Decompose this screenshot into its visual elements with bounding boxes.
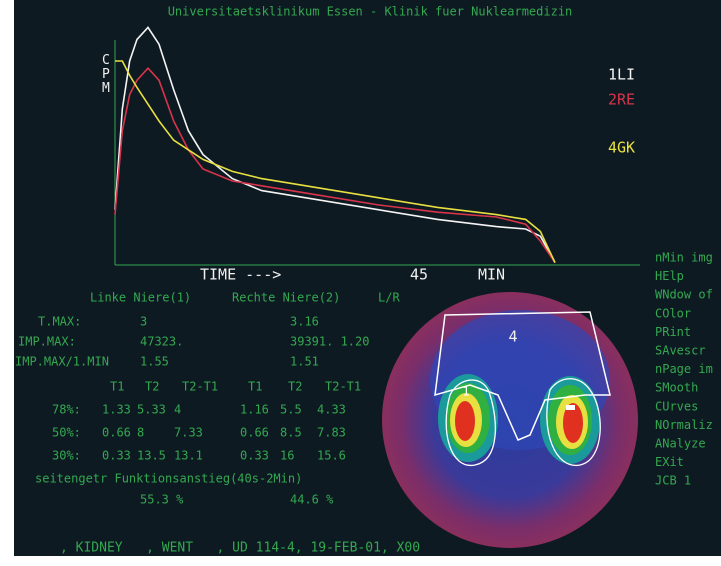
cell: 0.33 [240,449,269,463]
row-label: IMP.MAX: [18,335,76,349]
col-header: T2-T1 [182,380,218,394]
row-label: 50%: [52,426,81,440]
note: seitengetr Funktionsanstieg(40s-2Min) [35,472,302,486]
cell: 8.5 [280,426,302,440]
col-header: T1 [248,380,262,394]
table-header: Rechte Niere(2) [232,291,340,305]
menu-item[interactable]: NOrmaliz [655,418,713,432]
menu-item[interactable]: JCB 1 [655,474,691,488]
cell: 5.5 [280,403,302,417]
menu-item[interactable]: WNdow of [655,288,713,302]
cell: 16 [280,449,294,463]
cell: 0.33 [102,449,131,463]
cell: 3.16 [290,315,319,329]
table-header: Linke Niere(1) [90,291,191,305]
roi-label: 4 [508,328,517,346]
cell: 13.1 [174,449,203,463]
cell: 1.51 [290,355,319,369]
cell: 1.33 [102,403,131,417]
cell: 8 [137,426,144,440]
cell: 13.5 [137,449,166,463]
row-label: 30%: [52,449,81,463]
menu-item[interactable]: SAvescr [655,344,706,358]
cell: 39391. 1.20 [290,335,369,349]
screen: Universitaetsklinikum Essen - Klinik fue… [0,0,721,566]
col-header: T2 [288,380,302,394]
roi-label: 1 [462,385,469,399]
cell: 5.33 [137,403,166,417]
x-axis-label: TIME ---> [200,266,281,284]
cell: 47323. [140,335,183,349]
menu-item[interactable]: nMin img [655,251,713,265]
share: 55.3 % [140,493,184,507]
footer: , KIDNEY , WENT , UD 114-4, 19-FEB-01, X… [60,541,420,556]
cell: 1.16 [240,403,269,417]
share: 44.6 % [290,493,334,507]
menu-item[interactable]: nPage im [655,362,713,376]
cell: 4 [174,403,181,417]
legend-entry: 4GK [608,139,635,157]
col-header: T2 [145,380,159,394]
x-note: 45 [410,266,428,284]
row-label: IMP.MAX/1.MIN [15,355,109,369]
cell: 7.33 [174,426,203,440]
cell: 0.66 [102,426,131,440]
menu-item[interactable]: ANalyze [655,437,706,451]
cell: 4.33 [317,403,346,417]
cell: 3 [140,315,147,329]
col-header: T2-T1 [325,380,361,394]
cell: 7.83 [317,426,346,440]
menu-item[interactable]: PRint [655,325,691,339]
cell: 0.66 [240,426,269,440]
title: Universitaetsklinikum Essen - Klinik fue… [168,5,573,19]
cell: 15.6 [317,449,346,463]
legend-entry: 1LI [608,66,635,84]
row-label: T.MAX: [38,315,81,329]
menu-item[interactable]: HElp [655,269,684,283]
menu-item[interactable]: SMooth [655,381,698,395]
menu-item[interactable]: COlor [655,306,691,320]
legend-entry: 2RE [608,91,635,109]
table-header: L/R [378,291,400,305]
cell: 1.55 [140,355,169,369]
row-label: 78%: [52,403,81,417]
x-unit: MIN [478,266,505,284]
col-header: T1 [110,380,124,394]
menu-item[interactable]: CUrves [655,399,698,413]
menu-item[interactable]: EXit [655,455,684,469]
